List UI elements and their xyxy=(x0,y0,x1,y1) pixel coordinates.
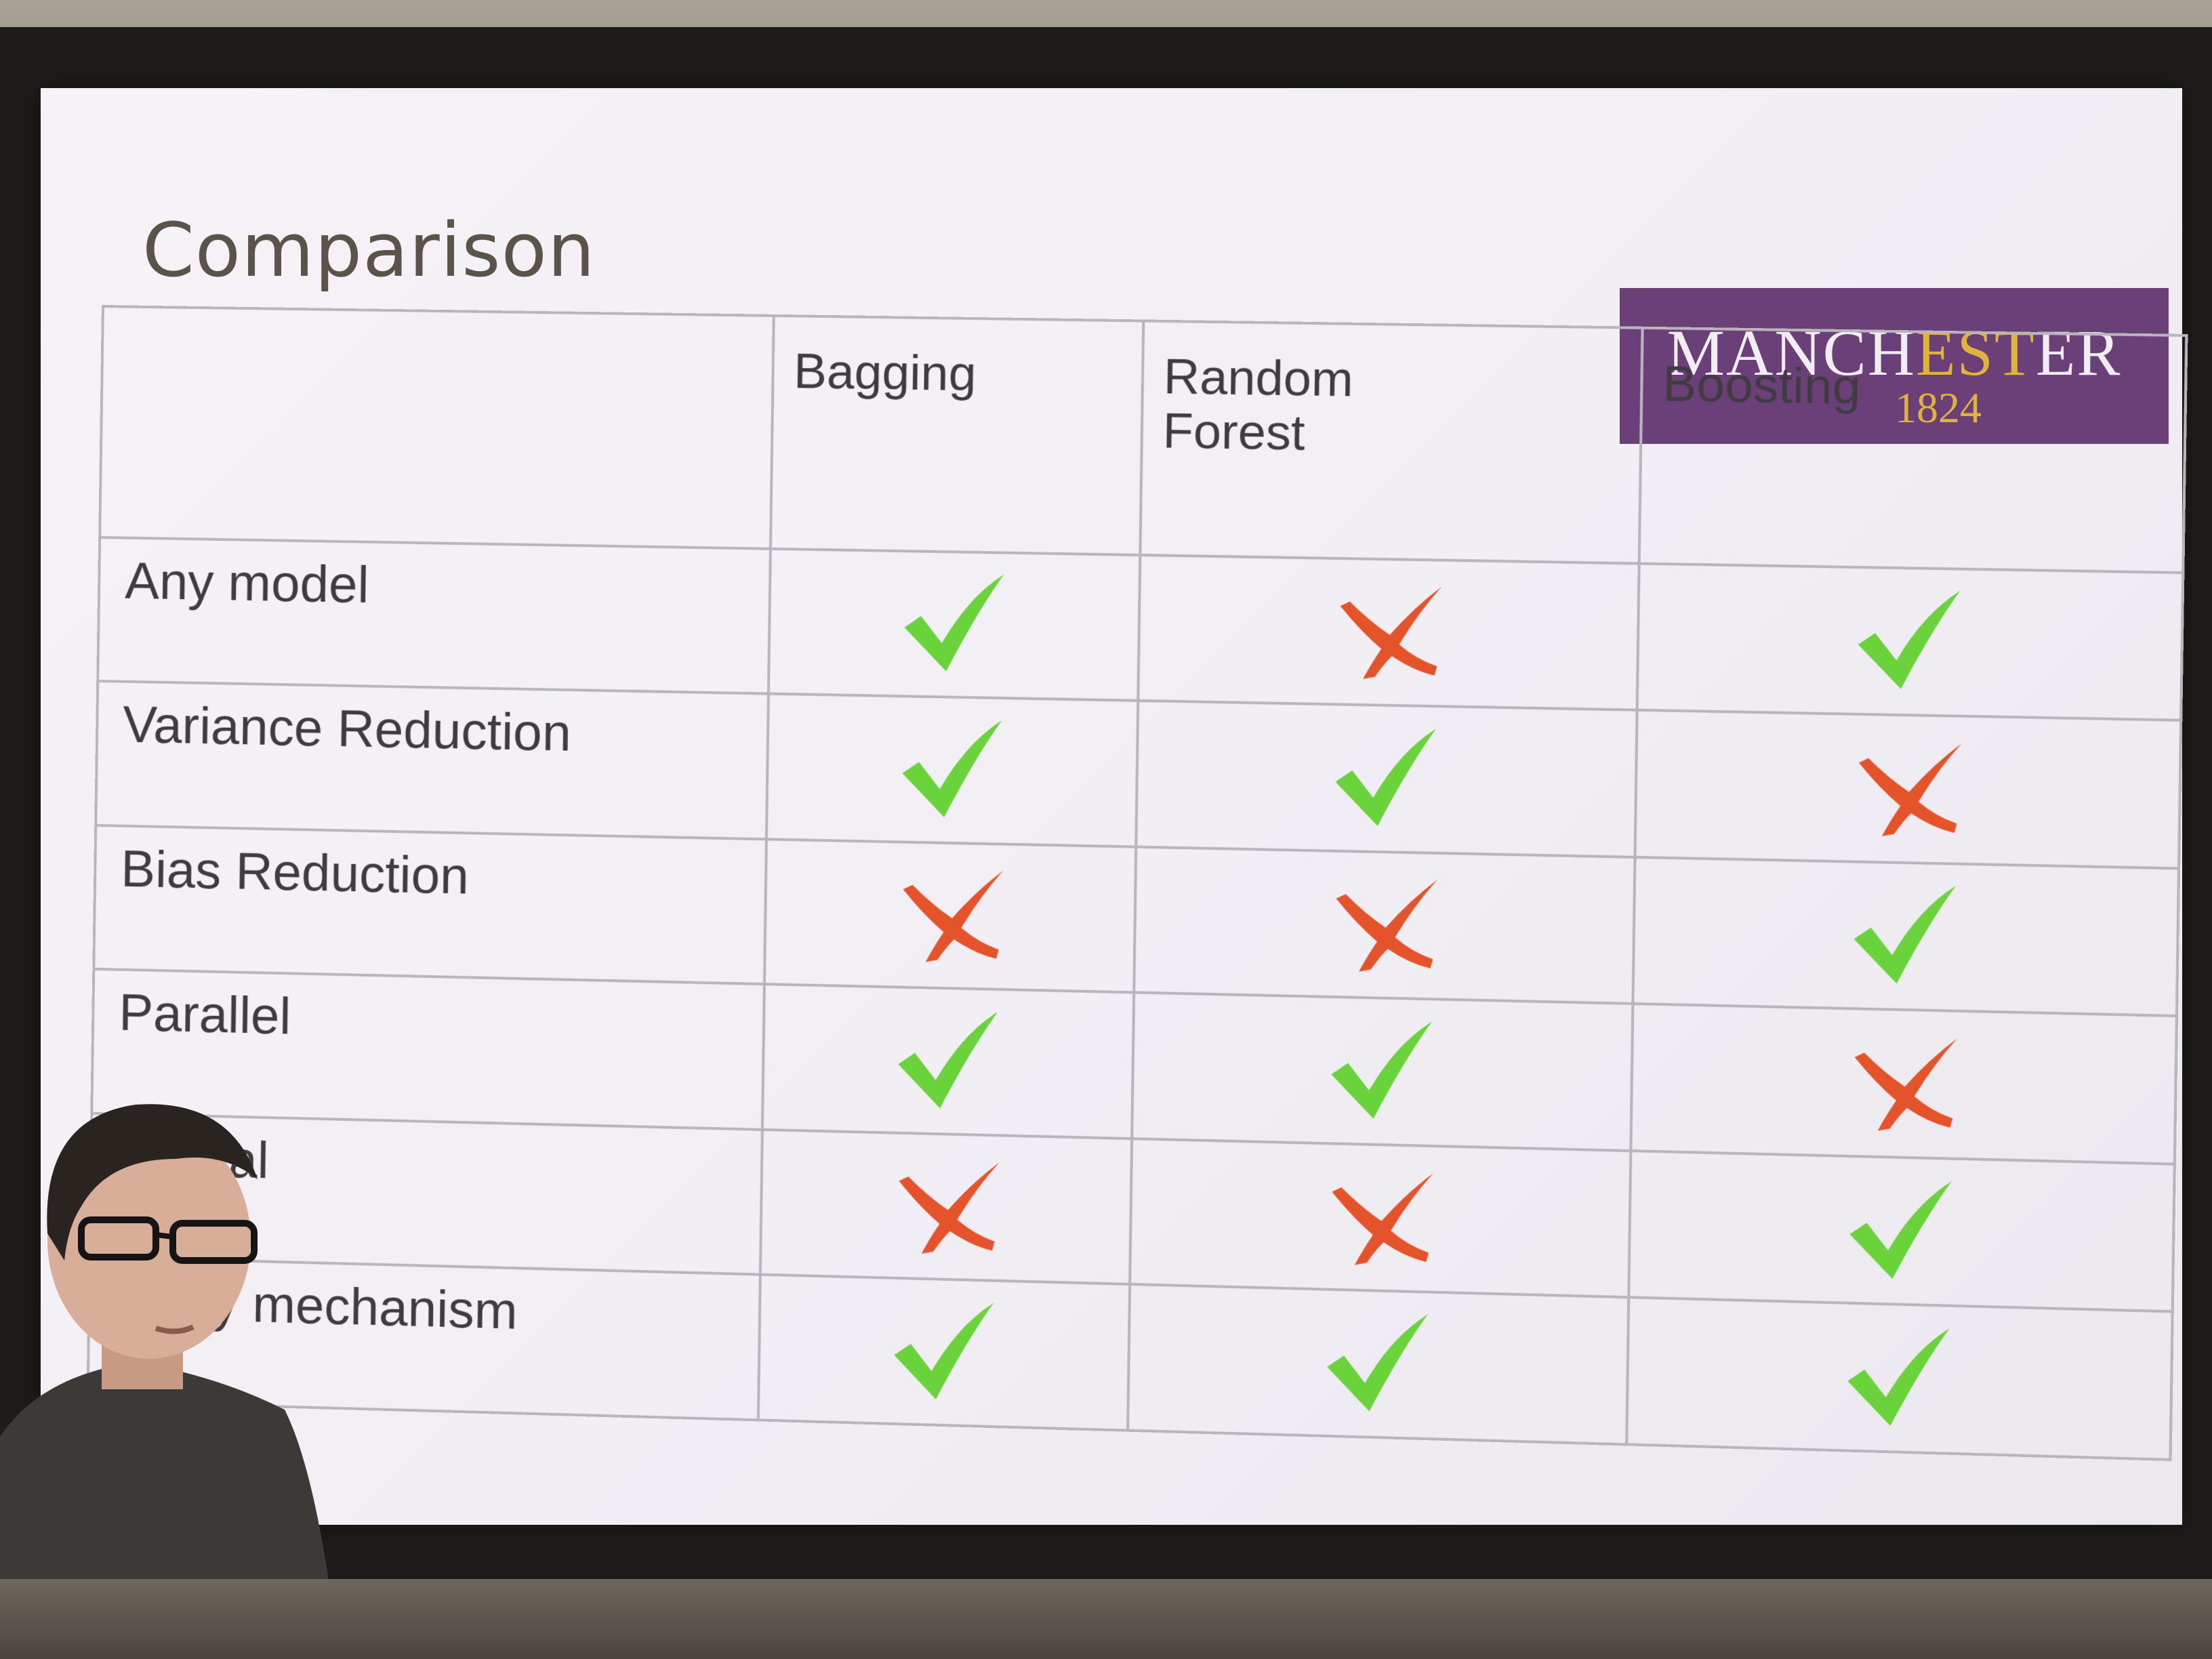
row-label: Bias Reduction xyxy=(94,825,766,985)
cross-icon xyxy=(1134,846,1635,1004)
check-icon xyxy=(769,548,1140,701)
cross-icon xyxy=(764,839,1136,993)
cross-icon xyxy=(760,1130,1132,1285)
check-icon xyxy=(1132,993,1633,1151)
check-icon xyxy=(1128,1284,1629,1444)
check-icon xyxy=(1637,563,2183,720)
cross-icon xyxy=(1635,710,2181,868)
header-row: Bagging Random Forest Boosting xyxy=(100,306,2186,573)
check-icon xyxy=(1136,701,1637,857)
check-icon xyxy=(1633,857,2179,1017)
cross-icon xyxy=(1130,1139,1631,1298)
row-label: Variance Reduction xyxy=(96,681,769,839)
corner-cell xyxy=(100,306,774,548)
check-icon xyxy=(1629,1151,2175,1312)
column-header-random-forest: Random Forest xyxy=(1140,321,1642,564)
check-icon xyxy=(758,1275,1130,1431)
cross-icon xyxy=(1631,1004,2177,1164)
cross-icon xyxy=(1138,555,1639,710)
row-label: Any model xyxy=(98,537,771,694)
room-floor-area xyxy=(0,1579,2212,1659)
check-icon xyxy=(1626,1298,2173,1460)
comparison-table: Bagging Random Forest Boosting Any model V… xyxy=(86,305,2188,1461)
check-icon xyxy=(766,694,1138,847)
column-header-bagging: Bagging xyxy=(771,316,1143,555)
slide-title: Comparison xyxy=(142,207,596,293)
check-icon xyxy=(762,984,1134,1139)
presenter-person xyxy=(0,1057,380,1659)
column-header-boosting: Boosting xyxy=(1639,328,2187,573)
